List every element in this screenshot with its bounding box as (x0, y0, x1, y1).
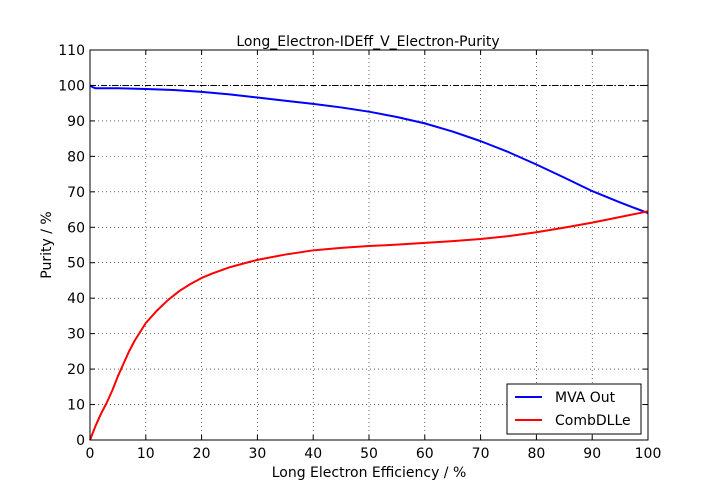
x-tick-label: 80 (527, 446, 545, 462)
y-tick-label: 90 (67, 114, 85, 130)
x-tick-label: 30 (248, 446, 266, 462)
x-axis-label: Long Electron Efficiency / % (272, 465, 467, 481)
x-tick-label: 50 (360, 446, 378, 462)
legend: MVA Out CombDLLe (506, 383, 642, 435)
chart-title: Long_Electron-IDEff_V_Electron-Purity (236, 34, 499, 50)
plot-frame (89, 49, 649, 441)
y-tick-label: 60 (67, 220, 85, 236)
y-tick-label: 80 (67, 149, 85, 165)
y-tick-label: 100 (58, 78, 85, 94)
legend-label-combdlle: CombDLLe (555, 413, 631, 429)
series-line-mva-out (89, 84, 649, 215)
x-tick-label: 40 (304, 446, 322, 462)
y-tick-label: 0 (76, 433, 85, 449)
y-tick-label: 10 (67, 398, 85, 414)
x-tick-label: 90 (583, 446, 601, 462)
series-line-combdlle (89, 210, 649, 441)
y-tick-label: 50 (67, 256, 85, 272)
x-tick-label: 70 (472, 446, 490, 462)
series-group (89, 84, 649, 441)
y-tick-label: 40 (67, 291, 85, 307)
legend-label-mva-out: MVA Out (555, 390, 616, 406)
y-tick-label: 110 (58, 43, 85, 59)
y-axis-label: Purity / % (39, 211, 55, 278)
x-tick-label: 20 (193, 446, 211, 462)
y-tick-label: 20 (67, 362, 85, 378)
x-tick-label: 10 (137, 446, 155, 462)
y-tick-label: 30 (67, 327, 85, 343)
x-tick-label: 60 (416, 446, 434, 462)
x-tick-label: 0 (86, 446, 95, 462)
grid (90, 50, 648, 440)
ticks: 0 10 20 30 40 50 60 70 80 90 100 0 10 20 30 40 50 60 70 80 9… (58, 43, 661, 462)
x-tick-label: 100 (635, 446, 662, 462)
y-tick-label: 70 (67, 185, 85, 201)
legend-box (506, 383, 642, 435)
